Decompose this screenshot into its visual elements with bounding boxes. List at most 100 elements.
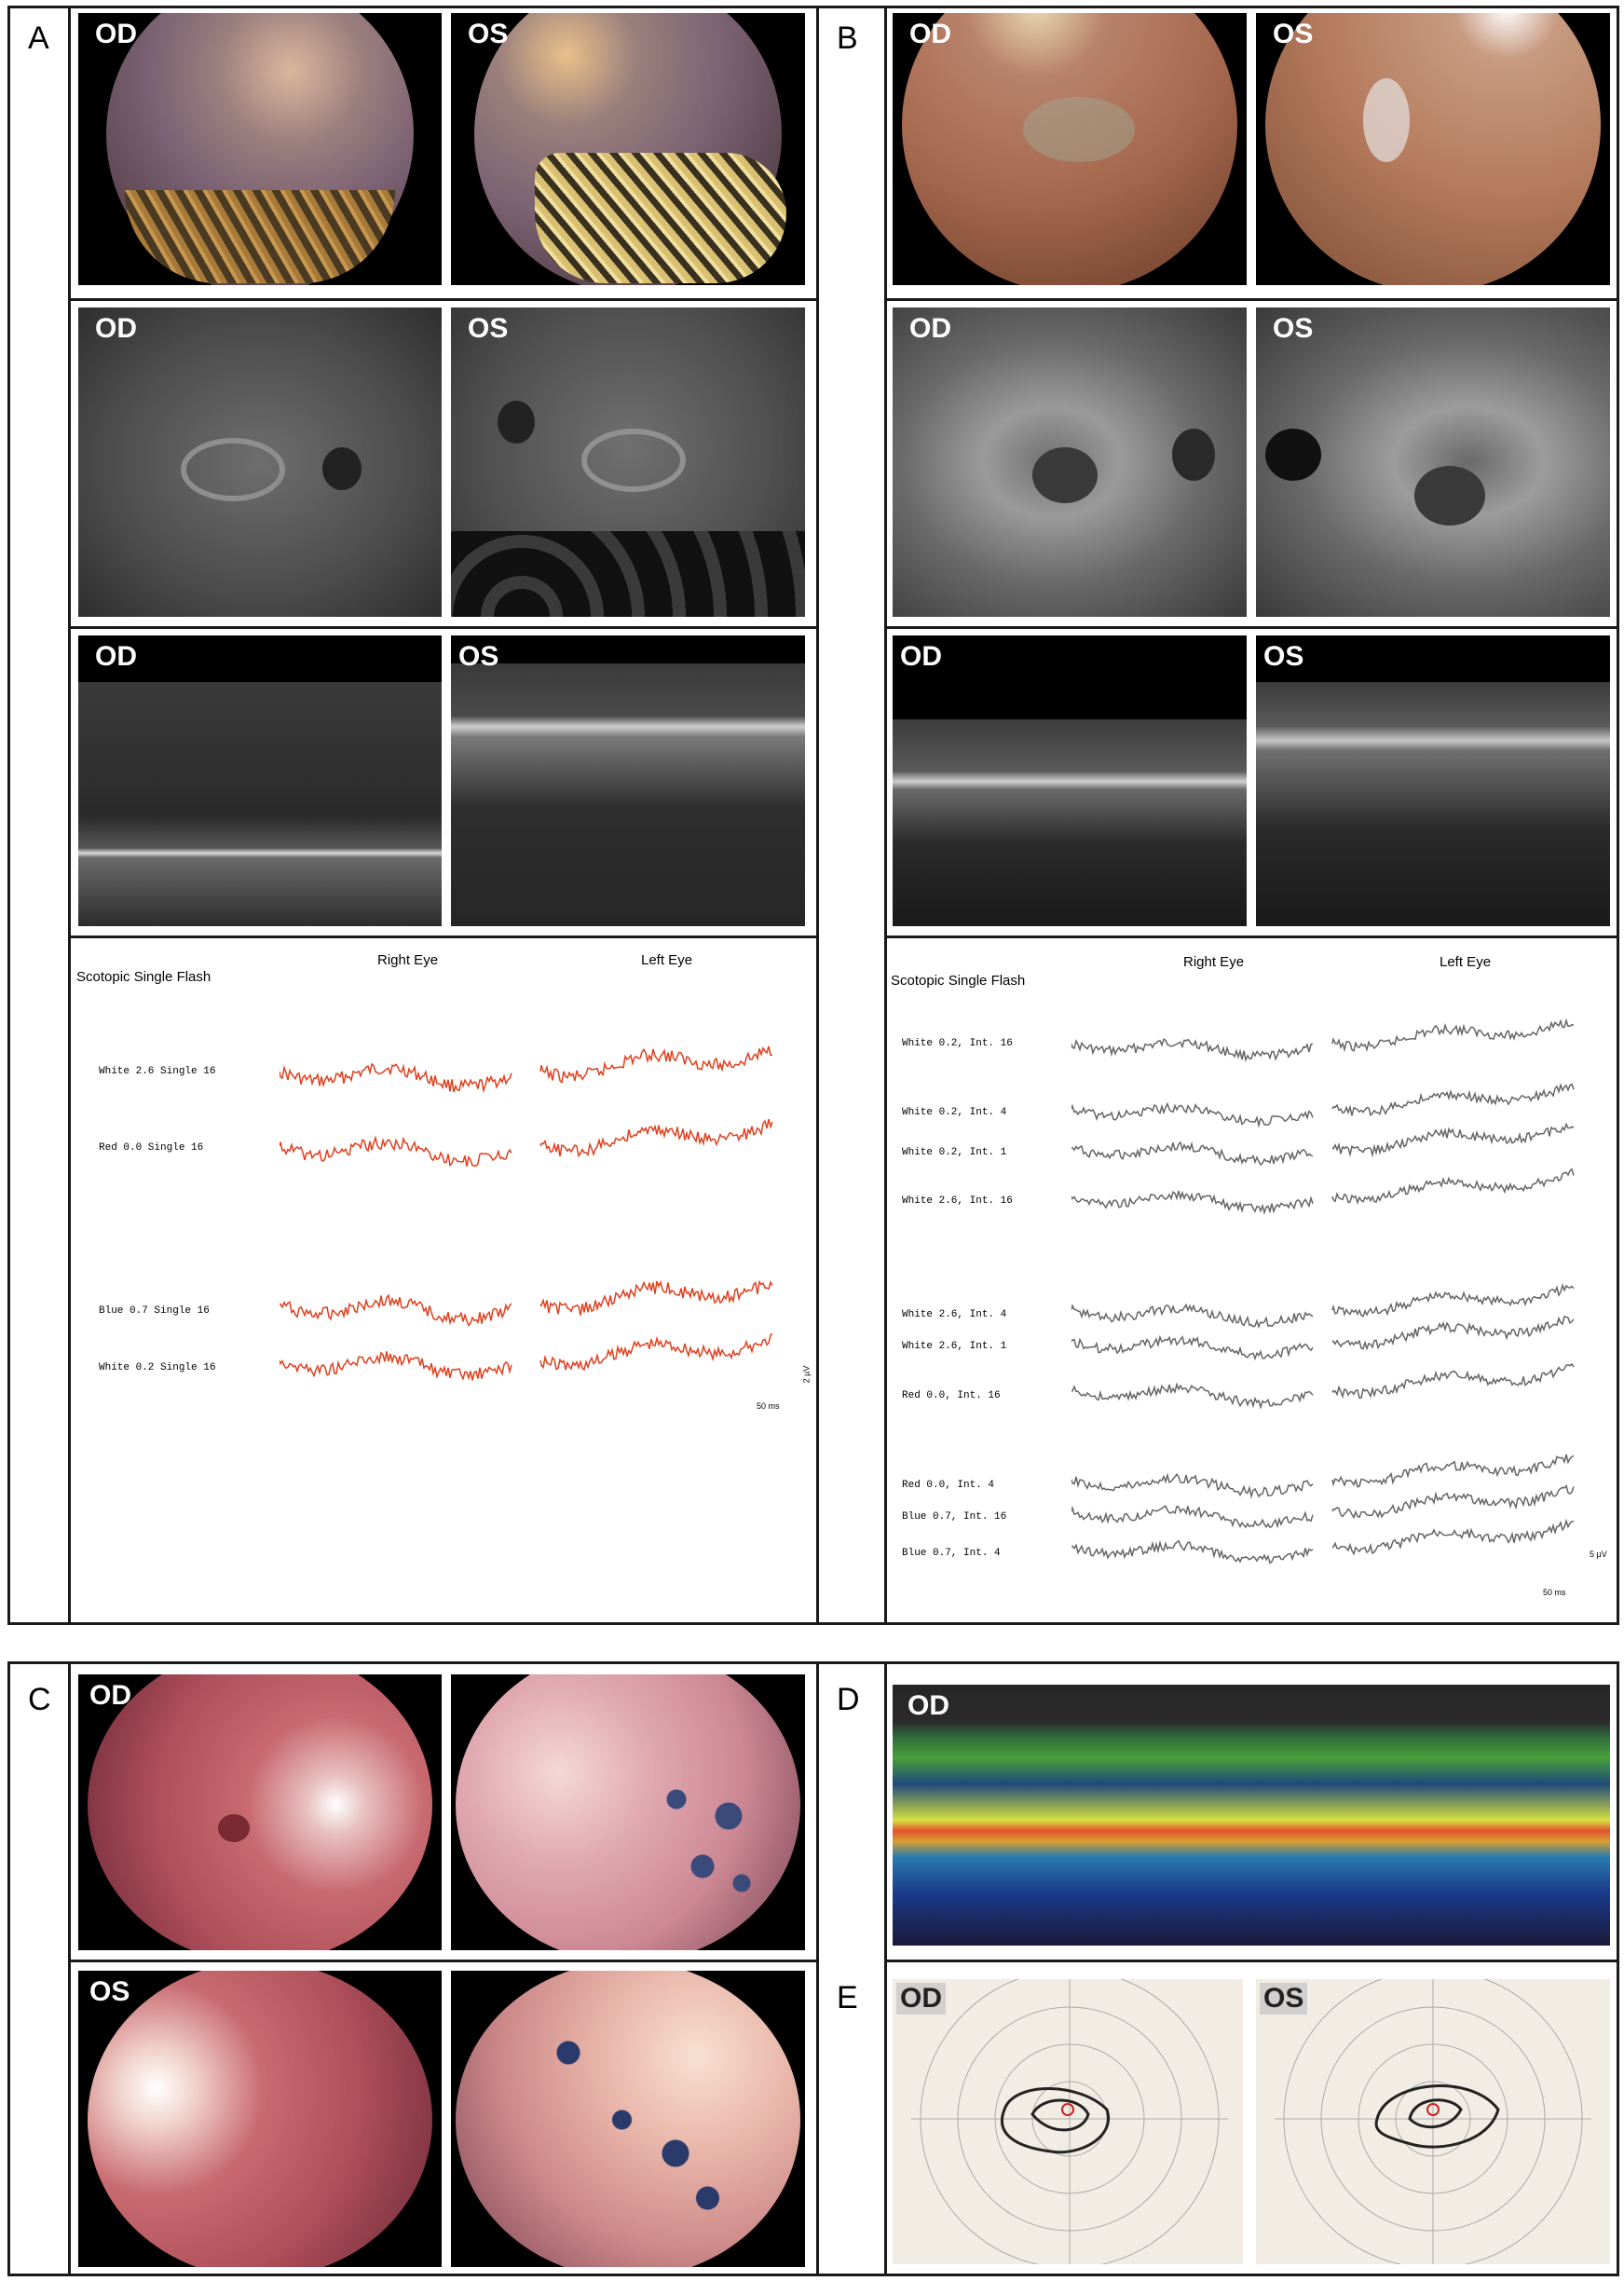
erg-trace	[1331, 1315, 1575, 1351]
fundus-photo-os: OS	[451, 13, 805, 285]
perimetry-chart	[911, 1979, 1228, 2264]
divider	[884, 1960, 1619, 1962]
erg-right-eye-label: Right Eye	[377, 952, 439, 968]
erg-left-eye-label: Left Eye	[1440, 954, 1492, 970]
erg-trace	[280, 1135, 512, 1168]
erg-trace	[1331, 1454, 1575, 1488]
oct-retina	[893, 719, 1247, 926]
erg-trace	[539, 1279, 773, 1316]
erg-row-label: Red 0.0, Int. 4	[902, 1480, 995, 1491]
erg-traces-b	[1071, 1018, 1575, 1564]
divider	[884, 6, 887, 1625]
erg-row-label: White 0.2 Single 16	[99, 1362, 216, 1373]
erg-scale-amp: 2 µV	[801, 1365, 812, 1384]
fundus-disc-image	[88, 1674, 432, 1950]
erg-left-eye-label: Left Eye	[641, 952, 693, 968]
erg-row-label: Blue 0.7, Int. 4	[902, 1548, 1001, 1559]
pigment-clumps	[525, 2008, 740, 2232]
erg-trace	[1071, 1101, 1314, 1128]
erg-trace	[1331, 1282, 1575, 1318]
macular-ring	[181, 438, 285, 501]
autofluorescence-os: OS	[1256, 307, 1610, 617]
erg-trace	[539, 1045, 773, 1085]
fundus-photo-os: OS	[1256, 13, 1610, 285]
eye-label-od: OD	[95, 641, 137, 672]
oct-scan-os: OS	[1256, 635, 1610, 926]
erg-trace	[1331, 1518, 1575, 1556]
oct-retina	[451, 663, 805, 926]
macular-lesion	[1023, 97, 1135, 162]
erg-row-label: White 2.6, Int. 4	[902, 1309, 1007, 1320]
autofluorescence-os: OS	[451, 307, 805, 617]
eye-label-os: OS	[468, 19, 509, 49]
erg-trace	[1331, 1168, 1575, 1205]
eye-label-od: OD	[900, 641, 942, 672]
panel-letter-d: D	[837, 1682, 860, 1717]
divider	[68, 298, 816, 301]
divider	[816, 6, 819, 1625]
erg-trace	[1331, 1122, 1575, 1158]
fundus-photo-od-posterior: OD	[78, 1674, 442, 1950]
erg-trace	[1071, 1472, 1314, 1499]
pigment-band	[125, 190, 395, 283]
fundus-photo-os-posterior: OS	[78, 1971, 442, 2267]
eye-label-os: OS	[1260, 1983, 1308, 2015]
erg-title: Scotopic Single Flash	[891, 973, 1026, 989]
erg-trace	[1071, 1038, 1314, 1062]
eye-label-od: OD	[909, 313, 951, 344]
eye-label-os: OS	[1273, 19, 1314, 49]
pigment-clumps	[637, 1749, 768, 1917]
eye-label-od: OD	[89, 1680, 131, 1711]
erg-trace	[1071, 1334, 1314, 1361]
fundus-disc-image	[1265, 13, 1601, 285]
erg-trace	[1331, 1018, 1575, 1053]
autofluorescence-od: OD	[78, 307, 442, 617]
eye-label-os: OS	[1273, 313, 1314, 344]
erg-row-label: White 2.6 Single 16	[99, 1066, 216, 1077]
fovea	[218, 1814, 250, 1842]
eye-label-od: OD	[95, 19, 137, 49]
eye-label-os: OS	[458, 641, 499, 672]
erg-right-eye-label: Right Eye	[1183, 954, 1245, 970]
erg-row-label: Blue 0.7, Int. 16	[902, 1511, 1007, 1523]
erg-row-label: Blue 0.7 Single 16	[99, 1305, 210, 1317]
erg-row-label: White 0.2, Int. 4	[902, 1107, 1007, 1118]
eye-label-os: OS	[89, 1976, 130, 2007]
visual-field-os: OS	[1256, 1979, 1610, 2264]
divider	[68, 1661, 71, 2276]
oct-scan-os: OS	[451, 635, 805, 926]
erg-row-label: White 0.2, Int. 1	[902, 1147, 1007, 1158]
oct-retina	[78, 682, 442, 926]
divider	[884, 936, 1619, 938]
figure-frame-bottom	[7, 1661, 1619, 2276]
erg-row-label: White 0.2, Int. 16	[902, 1038, 1013, 1049]
erg-scale-time: 50 ms	[1543, 1588, 1566, 1597]
dark-lobes	[451, 531, 805, 617]
optic-disc	[322, 447, 362, 490]
oct-retina	[1256, 682, 1610, 926]
erg-trace	[1071, 1382, 1314, 1410]
eye-label-os: OS	[1263, 641, 1304, 672]
macular-dark-spot	[1414, 466, 1485, 526]
macular-lesion	[1363, 78, 1410, 162]
oct-color-scan-od: OD	[893, 1685, 1610, 1946]
erg-trace	[280, 1293, 512, 1327]
fundus-photo-os-peripheral	[451, 1971, 805, 2267]
eye-label-os: OS	[468, 313, 509, 344]
optic-disc	[1172, 429, 1215, 481]
erg-scale-time: 50 ms	[757, 1401, 780, 1411]
macular-dark-spot	[1032, 447, 1098, 503]
macular-ring	[581, 429, 686, 492]
erg-trace	[1071, 1505, 1314, 1529]
divider	[68, 936, 816, 938]
divider	[884, 1661, 887, 2276]
fundus-photo-od: OD	[893, 13, 1247, 285]
erg-trace	[1331, 1484, 1575, 1520]
fundus-disc-image	[902, 13, 1237, 285]
optic-disc	[1265, 429, 1321, 481]
erg-traces-a	[280, 1045, 773, 1381]
visual-field-od: OD	[893, 1979, 1243, 2264]
panel-letter-b: B	[837, 20, 858, 56]
erg-trace	[1071, 1140, 1314, 1167]
erg-title: Scotopic Single Flash	[76, 969, 212, 985]
